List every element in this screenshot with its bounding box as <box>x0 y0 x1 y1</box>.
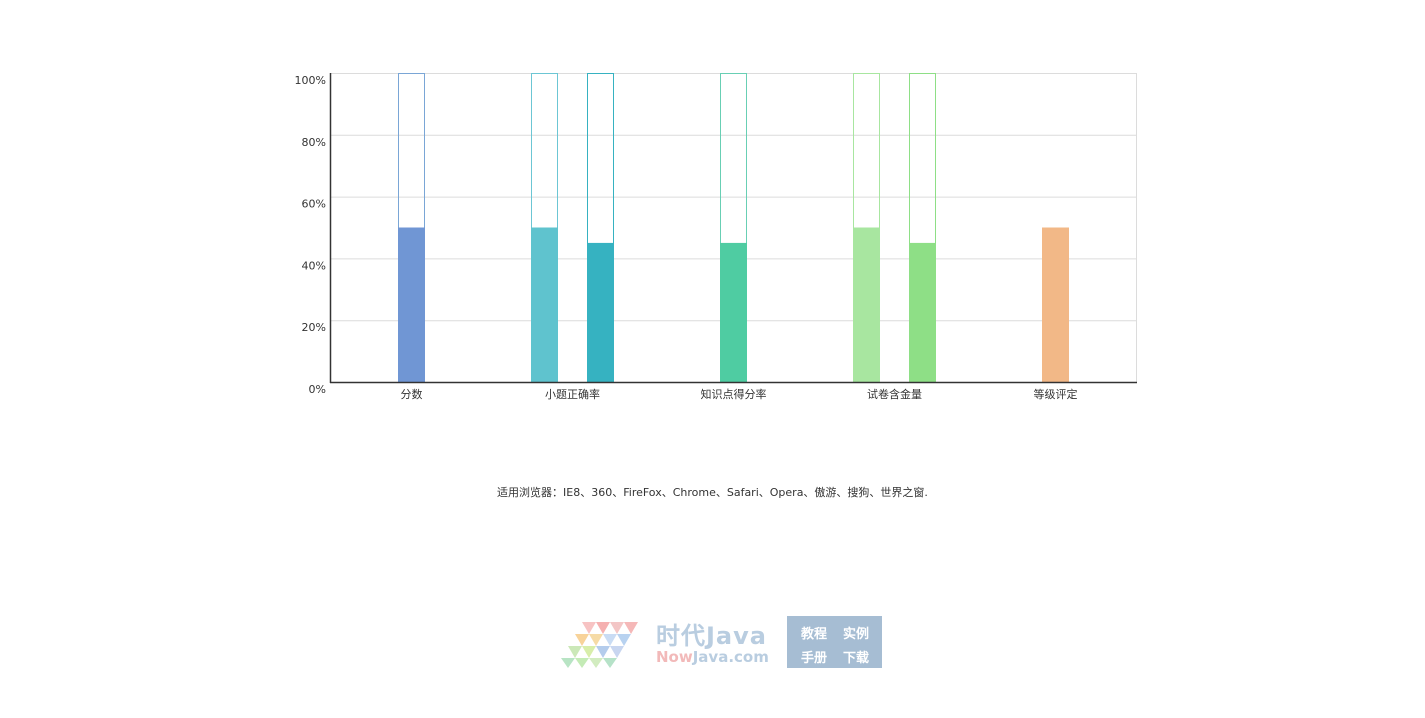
bar-background <box>909 73 936 244</box>
watermark-item-manual: 手册 <box>800 651 827 666</box>
bar <box>531 227 558 382</box>
y-tick-label: 40% <box>302 259 326 272</box>
y-tick-label: 100% <box>295 74 326 87</box>
x-category-label: 试卷含金量 <box>867 387 922 401</box>
bar-background <box>531 73 558 229</box>
bar <box>720 242 747 382</box>
bar-background <box>398 73 425 229</box>
x-category-label: 知识点得分率 <box>701 387 767 401</box>
watermark-item-download: 下载 <box>842 651 869 666</box>
watermark-brand: 时代Java <box>656 622 767 650</box>
bar-background <box>587 73 614 244</box>
bar-background <box>720 73 747 244</box>
bar-backgrounds <box>398 73 936 244</box>
bar <box>587 242 614 382</box>
y-tick-label: 60% <box>302 198 326 211</box>
x-category-label: 等级评定 <box>1034 387 1078 401</box>
watermark-domain-rest: Java.com <box>692 648 769 666</box>
y-tick-labels: 0% 20% 40% 60% 80% 100% <box>295 74 326 396</box>
browser-support-note: 适用浏览器：IE8、360、FireFox、Chrome、Safari、Oper… <box>497 486 928 499</box>
x-category-labels: 分数 小题正确率 知识点得分率 试卷含金量 等级评定 <box>401 387 1078 401</box>
logo-triangles-icon <box>561 622 638 668</box>
axes <box>329 73 1137 384</box>
site-watermark: 时代Java NowJava.com 教程 实例 手册 下载 <box>558 616 888 672</box>
bar <box>1042 227 1069 382</box>
y-tick-label: 0% <box>309 383 326 396</box>
bar <box>909 242 936 382</box>
x-category-label: 分数 <box>401 388 423 401</box>
bar-chart: 0% 20% 40% 60% 80% 100% 分数 小题正确率 知识点得分率 试卷含金量 等级评… <box>295 73 1137 401</box>
bar <box>398 227 425 382</box>
x-category-label: 小题正确率 <box>545 387 600 401</box>
y-tick-label: 80% <box>302 136 326 149</box>
watermark-item-tutorial: 教程 <box>800 627 827 642</box>
bars <box>398 227 1069 382</box>
watermark-domain-now: Now <box>656 648 693 666</box>
watermark-domain: NowJava.com <box>656 648 769 666</box>
watermark-item-example: 实例 <box>842 627 869 642</box>
y-tick-label: 20% <box>302 321 326 334</box>
watermark-menu-box: 教程 实例 手册 下载 <box>787 616 882 668</box>
bar-background <box>853 73 880 229</box>
bar <box>853 227 880 382</box>
